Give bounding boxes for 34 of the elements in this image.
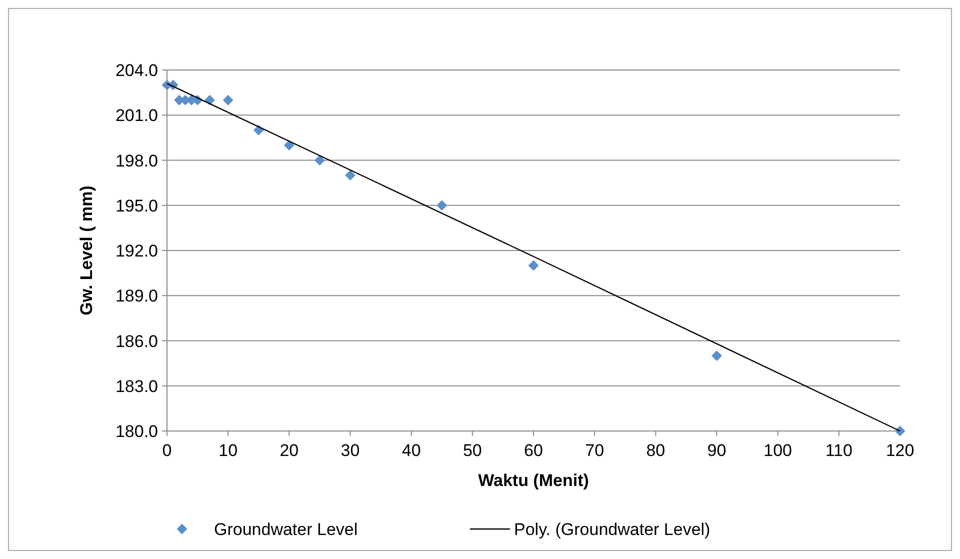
- y-axis-title: Gw. Level ( mm): [77, 186, 96, 316]
- x-tick-label: 90: [707, 441, 726, 460]
- point: [712, 350, 722, 362]
- y-tick-label: 186.0: [115, 332, 158, 351]
- x-tick-label: 100: [764, 441, 792, 460]
- y-tick-label: 192.0: [115, 242, 158, 260]
- point: [314, 155, 325, 166]
- point: [345, 170, 356, 181]
- x-tick-label: 80: [646, 441, 666, 460]
- x-tick-label: 20: [280, 441, 299, 460]
- y-tick-label: 183.0: [115, 376, 158, 396]
- y-tick-label: 195.0: [115, 196, 158, 216]
- y-tick-label: 201.0: [115, 106, 158, 126]
- x-tick-label: 120: [886, 441, 914, 460]
- point: [528, 260, 539, 271]
- y-tick-label: 189.0: [115, 286, 158, 306]
- x-tick-label: 60: [524, 441, 543, 460]
- point: [436, 200, 448, 211]
- y-tick-label: 180.0: [115, 422, 158, 441]
- point: [284, 140, 294, 150]
- legend-label: Poly. (Groundwater Level): [514, 520, 710, 539]
- x-tick-label: 70: [585, 441, 604, 460]
- point: [222, 94, 234, 106]
- x-tick-label: 10: [218, 441, 238, 460]
- y-tick-label: 204.0: [115, 61, 158, 80]
- x-axis-title: Waktu (Menit): [478, 471, 589, 490]
- point: [894, 426, 906, 436]
- y-tick-label: 198.0: [115, 151, 158, 170]
- x-tick-label: 110: [825, 441, 852, 460]
- x-tick-label: 0: [162, 441, 172, 460]
- x-tick-label: 30: [340, 441, 360, 460]
- x-tick-label: 40: [402, 441, 421, 460]
- legend-label: Groundwater Level: [214, 520, 358, 539]
- x-tick-label: 50: [462, 441, 482, 460]
